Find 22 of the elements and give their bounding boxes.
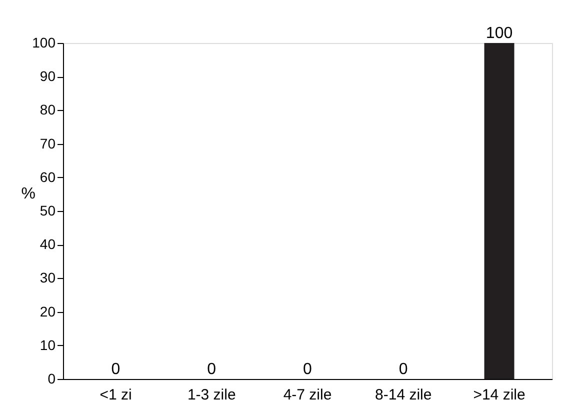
y-tick-label: 90 [40, 68, 56, 84]
data-label: 0 [111, 361, 120, 378]
y-tick-label: 30 [40, 270, 56, 286]
y-tick-label: 10 [40, 336, 56, 353]
y-axis-title: % [21, 186, 36, 202]
x-tick-label: >14 zile [473, 386, 526, 404]
data-label: 0 [207, 361, 216, 378]
y-tick-label: 40 [40, 236, 56, 252]
y-tick-label: 100 [32, 34, 56, 50]
data-label: 100 [486, 25, 513, 42]
y-tick-label: 20 [40, 303, 56, 320]
x-tick-label: 8-14 zile [375, 386, 432, 404]
data-label: 0 [398, 361, 408, 378]
y-tick-label: 80 [40, 102, 56, 118]
y-tick-label: 0 [48, 370, 56, 386]
y-tick-label: 50 [40, 202, 56, 218]
x-tick-label: 4-7 zile [283, 386, 332, 404]
x-tick-label: 1-3 zile [187, 386, 236, 404]
y-tick-label: 70 [40, 135, 56, 152]
data-label: 0 [303, 361, 312, 378]
y-tick-label: 60 [40, 168, 56, 185]
x-tick-label: <1 zi [100, 386, 132, 404]
